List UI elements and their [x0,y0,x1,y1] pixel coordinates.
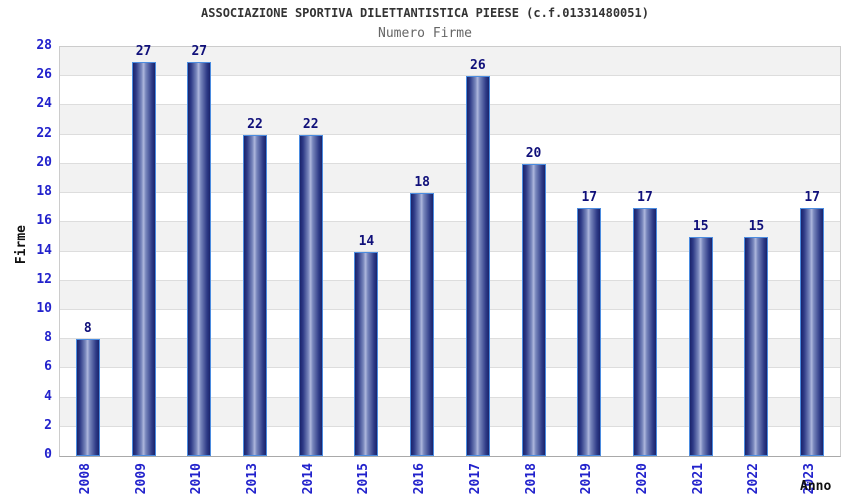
y-tick-label: 2 [44,417,52,433]
x-tick-label-2015: 2015 [356,463,372,495]
x-tick-label-2021: 2021 [690,463,706,495]
x-tick-label-2008: 2008 [77,463,93,495]
chart-subtitle: Numero Firme [378,26,472,41]
x-tick-label-2009: 2009 [133,463,149,495]
bar-value-label: 15 [748,218,765,234]
gridline [60,308,840,310]
background-band [60,222,840,252]
y-tick-label: 22 [36,125,52,141]
bar-value-label: 17 [637,189,653,205]
y-tick-label: 20 [36,154,52,170]
background-band [60,76,840,105]
x-tick-label-2019: 2019 [579,463,595,495]
x-tick-label-2017: 2017 [467,463,483,495]
bar-2019 [577,207,602,456]
bar-2016 [410,193,435,456]
y-tick-label: 8 [44,330,52,346]
x-tick-label-2010: 2010 [189,463,205,495]
bar-2020 [633,207,657,456]
y-tick-label: 26 [36,67,52,83]
y-tick-label: 24 [36,96,52,112]
background-band [60,163,840,194]
bar-value-label: 8 [83,321,92,337]
bar-value-label: 14 [358,233,375,249]
background-band [60,193,840,222]
bar-2022 [744,236,769,456]
gridline [60,425,840,427]
background-band [60,310,840,339]
background-band [60,397,840,427]
bar-value-label: 17 [804,189,820,205]
y-tick-label: 12 [36,271,52,287]
bar-2017 [465,76,490,456]
gridline [60,133,840,135]
bar-2023 [800,207,825,456]
y-tick-label: 4 [44,388,52,404]
plot-area: 8 27 27 22 22 14 18 26 20 17 17 15 15 17 [59,43,841,457]
gridline [60,338,840,340]
y-tick-label: 6 [44,359,52,375]
y-tick-label: 0 [44,447,52,462]
gridline [60,396,840,398]
bar-value-label: 20 [525,145,542,161]
gridline [60,75,840,77]
bar-2018 [521,163,546,456]
gridline [60,104,840,106]
background-band [60,368,840,397]
bar-2015 [354,251,379,456]
bar-2008 [75,339,100,456]
y-tick-label: 18 [36,184,52,200]
bar-value-label: 22 [302,116,319,132]
bar-2009 [131,61,156,456]
bar-value-label: 22 [247,116,263,132]
y-tick-label: 14 [36,242,52,258]
gridline [60,250,840,252]
x-tick-label-2016: 2016 [412,463,428,495]
bar-2014 [298,134,323,456]
bar-value-label: 27 [191,43,208,59]
x-axis-label: Anno [800,479,832,494]
x-tick-label-2013: 2013 [245,463,260,495]
bar-2013 [243,134,267,456]
x-tick-label-2014: 2014 [300,463,316,495]
y-tick-label: 28 [36,38,52,53]
bar-2010 [187,61,212,456]
background-band [60,252,840,281]
bar-2021 [688,236,713,456]
gridline [60,221,840,223]
bar-value-label: 18 [414,175,430,191]
y-tick-label: 16 [36,213,52,229]
gridline [60,162,840,164]
gridline [60,279,840,281]
bar-value-label: 15 [692,218,709,234]
gridline [60,367,840,369]
background-band [60,135,840,164]
background-band [60,105,840,135]
bar-value-label: 26 [470,58,486,74]
x-tick-label-2020: 2020 [635,463,650,495]
y-tick-label: 10 [36,300,52,316]
background-band [60,280,840,310]
gridline [60,192,840,194]
x-tick-label-2022: 2022 [746,463,762,495]
bar-value-label: 27 [135,43,152,59]
background-band [60,427,840,456]
background-band [60,339,840,369]
x-tick-label-2018: 2018 [523,463,539,495]
chart-title: ASSOCIAZIONE SPORTIVA DILETTANTISTICA PI… [201,6,649,20]
bar-value-label: 17 [581,189,598,205]
